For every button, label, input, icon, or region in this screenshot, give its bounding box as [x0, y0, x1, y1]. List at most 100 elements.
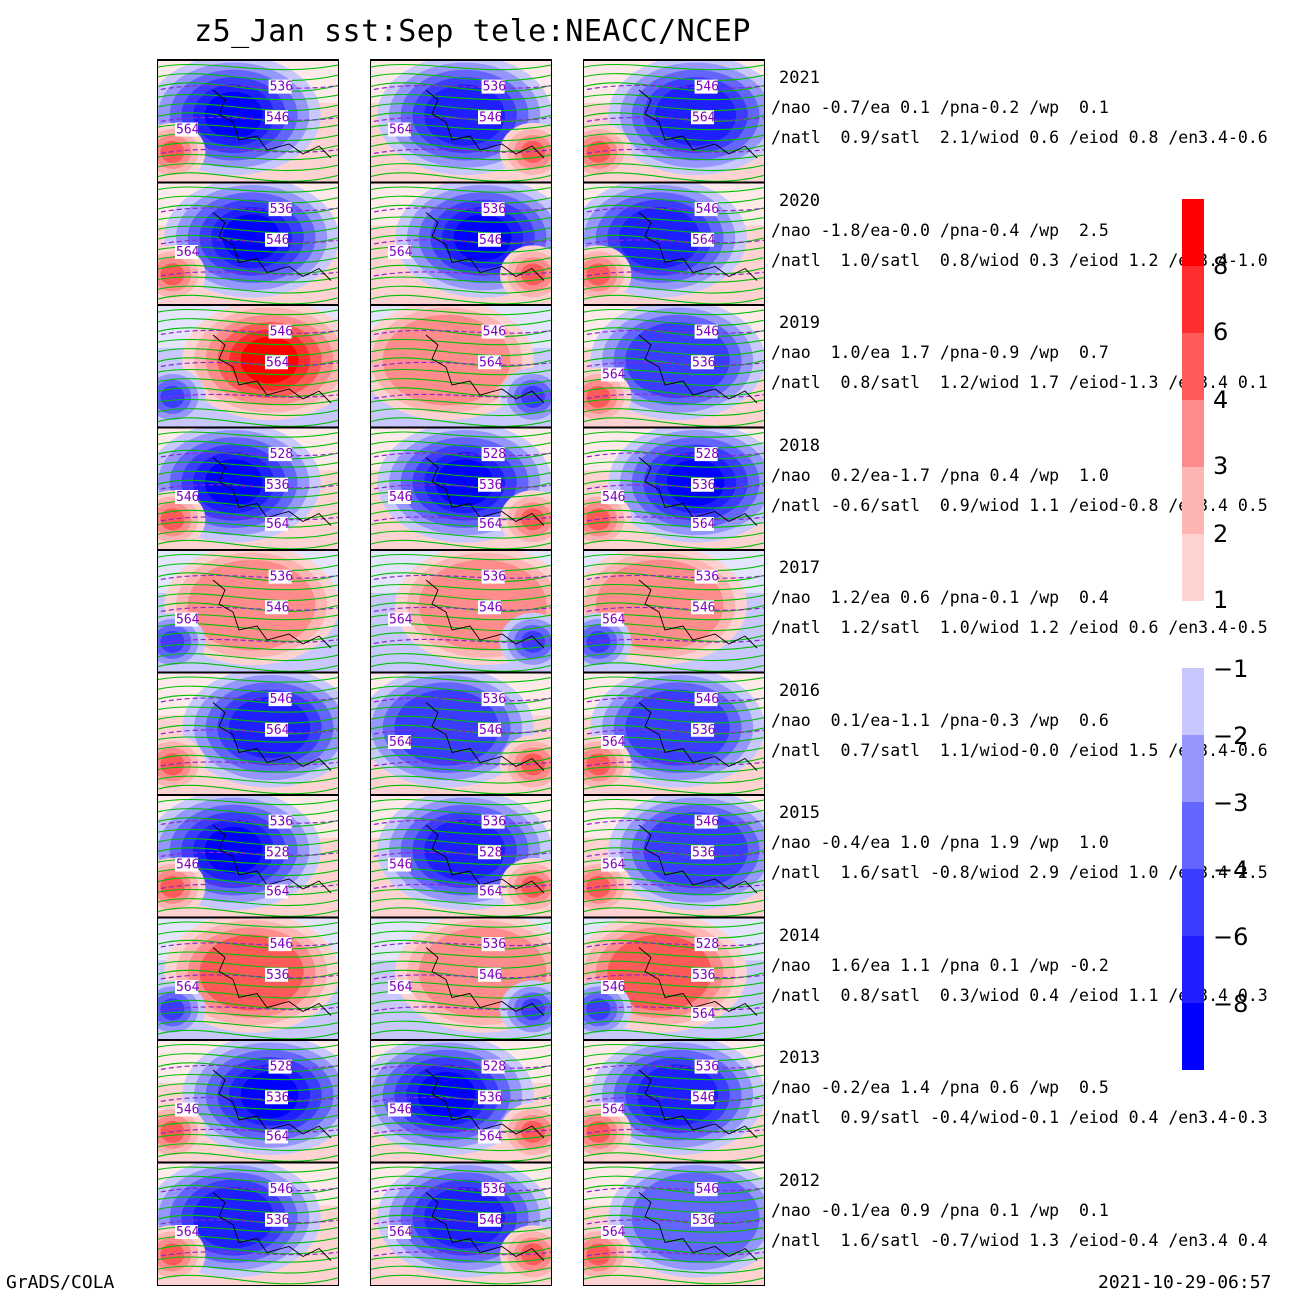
anomaly-shade — [595, 559, 724, 651]
map-panel-2017-3: 536 546 564 — [584, 549, 764, 673]
height-contour — [584, 1122, 764, 1132]
colorbar-tick-label: 6 — [1213, 318, 1229, 346]
height-contour — [584, 930, 764, 939]
contour-label-box — [478, 600, 501, 615]
height-contour — [371, 539, 551, 550]
contour-label: 564 — [389, 613, 413, 628]
row-index-line-2: /natl 1.0/satl 0.8/wiod 0.3 /eiod 1.2 /e… — [771, 250, 1268, 270]
height-contour — [158, 63, 338, 71]
height-contour — [584, 163, 764, 172]
height-contour — [371, 408, 551, 417]
colorbar-tick-label: 8 — [1213, 252, 1229, 280]
row-index-line-1: /nao 1.6/ea 1.1 /pna 0.1 /wp -0.2 — [771, 955, 1109, 975]
height-contour — [584, 368, 764, 376]
height-contour — [584, 1043, 764, 1051]
height-contour — [584, 999, 764, 1010]
height-contour — [371, 195, 551, 204]
height-contour — [158, 1053, 338, 1062]
height-contour — [371, 1083, 551, 1092]
height-contour — [584, 583, 764, 591]
row-index-line-1: /nao 1.2/ea 0.6 /pna-0.1 /wp 0.4 — [771, 588, 1109, 607]
height-contour — [584, 981, 764, 988]
height-contour — [158, 1062, 338, 1072]
contour-label-box — [388, 857, 411, 872]
contour-label-box — [481, 692, 505, 707]
contour-label-box — [694, 324, 718, 339]
height-contour — [158, 338, 338, 346]
contour-label: 564 — [176, 980, 200, 995]
coastline — [638, 824, 758, 894]
height-contour — [584, 1020, 764, 1029]
contour-label: 546 — [696, 692, 719, 707]
contour-label: 564 — [266, 723, 290, 738]
height-contour — [158, 276, 338, 283]
height-contour — [584, 685, 764, 694]
map-panel-2019-2: 546 564 — [371, 304, 551, 428]
height-contour — [584, 1103, 764, 1111]
height-contour — [158, 387, 338, 397]
contour-label: 564 — [176, 245, 200, 260]
height-contour — [158, 808, 338, 817]
height-contour — [371, 172, 551, 182]
contour-label-box — [694, 814, 718, 829]
height-contour — [158, 431, 338, 438]
height-contour — [371, 449, 551, 460]
height-contour — [584, 1011, 764, 1018]
contour-label: 536 — [696, 570, 719, 585]
coastline — [212, 334, 332, 404]
height-contour — [371, 662, 551, 672]
contour-label: 536 — [692, 723, 715, 738]
height-contour — [584, 766, 764, 773]
contour-label: 546 — [479, 110, 502, 125]
height-contour — [371, 186, 551, 193]
height-contour — [371, 798, 551, 806]
height-contour — [158, 509, 338, 520]
contour-label-box — [478, 1212, 501, 1227]
height-contour — [584, 951, 764, 958]
colorbar-tick-label: −2 — [1213, 722, 1249, 750]
contour-label-box — [478, 110, 501, 125]
contour-label: 564 — [692, 1007, 716, 1022]
height-contour — [371, 685, 551, 694]
row-year: 2020 — [779, 190, 820, 211]
height-contour — [158, 745, 338, 754]
contour-label: 564 — [479, 884, 503, 899]
height-contour — [158, 378, 338, 387]
height-contour — [584, 808, 764, 817]
height-contour — [584, 939, 764, 950]
contour-label-box — [175, 1102, 198, 1117]
height-contour — [158, 1133, 338, 1141]
map-panel-2020-2: 536 546 564 — [371, 181, 551, 305]
height-contour — [371, 1133, 551, 1141]
height-contour — [584, 1226, 764, 1233]
coastline — [212, 579, 332, 649]
contour-label-box — [268, 1182, 292, 1197]
height-contour — [158, 798, 338, 806]
height-contour — [371, 491, 551, 498]
contour-label: 564 — [479, 355, 503, 370]
coastline — [425, 1069, 545, 1139]
height-contour — [371, 1265, 551, 1274]
contour-label: 546 — [479, 1213, 502, 1228]
contour-label: 564 — [389, 245, 413, 260]
height-contour — [371, 676, 551, 683]
map-panel-2016-1: 546 564 — [158, 671, 338, 795]
contour-label-box — [481, 447, 505, 462]
row-year: 2018 — [779, 435, 820, 456]
height-contour — [584, 706, 764, 713]
height-contour — [371, 877, 551, 887]
height-contour — [158, 1113, 338, 1122]
contour-label: 564 — [266, 884, 290, 899]
colorbar-swatch-negative — [1182, 735, 1204, 802]
contour-label-box — [691, 1212, 714, 1227]
contour-label: 564 — [266, 355, 290, 370]
contour-label-box — [478, 722, 501, 737]
contour-label-box — [481, 1059, 505, 1074]
height-contour — [371, 431, 551, 438]
coastline — [638, 947, 758, 1016]
anomaly-shade — [204, 826, 263, 874]
contour-label-box — [691, 110, 714, 125]
height-contour — [158, 888, 338, 896]
contour-label-box — [175, 612, 198, 627]
contour-label-box — [478, 1090, 501, 1105]
